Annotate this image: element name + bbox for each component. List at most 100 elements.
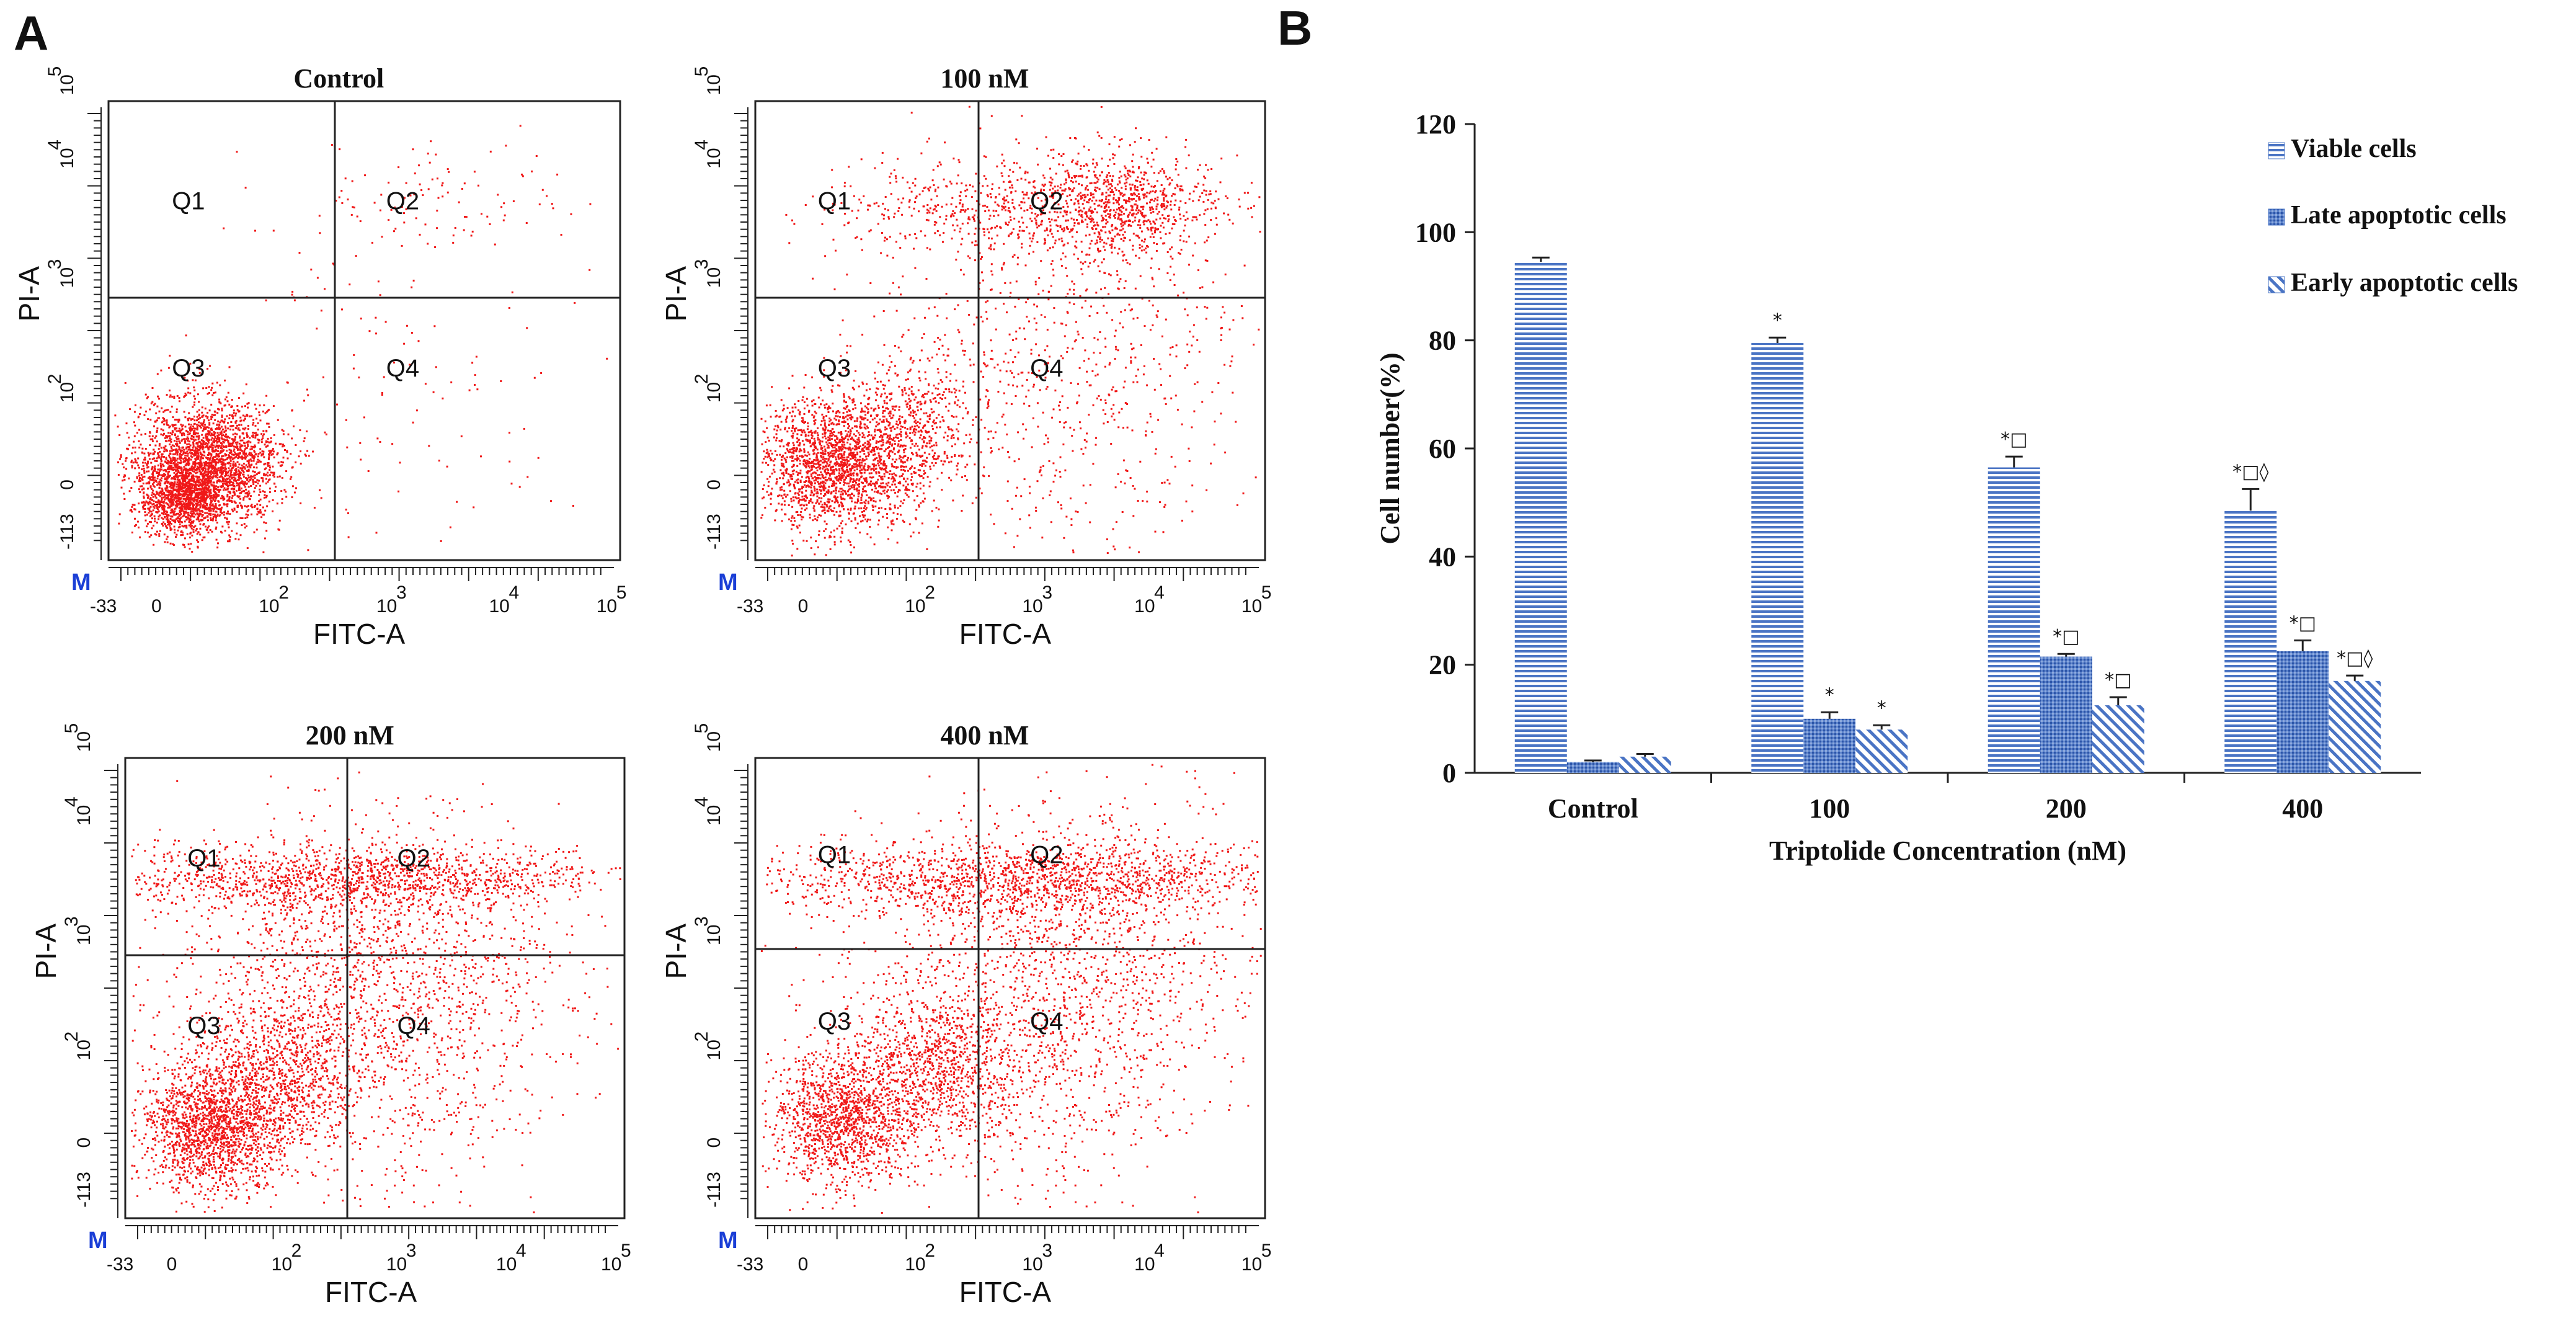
x-tick-exponent: 5 — [1261, 1241, 1272, 1261]
x-tick-exponent: 3 — [1042, 582, 1052, 603]
x-category-label: Control — [1548, 793, 1638, 824]
x-category-label: 400 — [2282, 793, 2323, 824]
bar-late-apoptotic-cells — [2040, 657, 2092, 773]
y-tick-text: 10 — [704, 731, 724, 752]
bar-late-apoptotic-cells — [2276, 651, 2329, 773]
bar-viable-cells — [1751, 343, 1803, 773]
quadrant-q3-label: Q3 — [172, 355, 205, 382]
y-tick-label: 0 — [1442, 758, 1456, 788]
legend-swatch — [2268, 277, 2285, 293]
y-tick-label: 0 — [704, 1138, 724, 1148]
marker-m-label: M — [718, 1228, 738, 1254]
x-tick-exponent: 2 — [925, 582, 935, 603]
y-tick-exponent: 5 — [691, 66, 712, 77]
y-tick-text: 10 — [704, 805, 724, 826]
y-axis-label: PI-A — [30, 924, 62, 979]
legend-swatch — [2268, 209, 2285, 225]
y-tick-label: 60 — [1429, 434, 1456, 464]
bar-late-apoptotic-cells — [1567, 762, 1619, 773]
x-tick-label: 10 — [1241, 596, 1262, 617]
y-tick-text: 10 — [57, 267, 78, 288]
y-tick-label: -113 — [704, 1172, 724, 1208]
x-tick-label: 10 — [376, 596, 397, 617]
y-tick-text: -113 — [74, 1172, 94, 1208]
significance-marker: *□◊ — [2337, 648, 2373, 669]
y-tick-label: 104 — [61, 796, 94, 826]
quadrant-q3-label: Q3 — [818, 1008, 851, 1035]
quadrant-q1-label: Q1 — [187, 845, 220, 872]
x-tick-exponent: 4 — [509, 582, 520, 603]
y-tick-label: -113 — [57, 514, 78, 550]
y-tick-label: -113 — [74, 1172, 94, 1208]
y-tick-exponent: 4 — [691, 140, 712, 150]
y-tick-text: 10 — [704, 267, 724, 288]
y-tick-text: 0 — [74, 1138, 94, 1148]
y-tick-text: 10 — [74, 925, 94, 945]
y-tick-text: 10 — [704, 1040, 724, 1060]
x-axis-label: FITC-A — [959, 618, 1052, 650]
y-tick-exponent: 4 — [691, 796, 712, 807]
bar-viable-cells — [2224, 510, 2276, 773]
quadrant-q2-label: Q2 — [1030, 841, 1063, 868]
y-tick-exponent: 5 — [691, 723, 712, 734]
x-tick-label: 10 — [496, 1254, 517, 1275]
y-tick-label: 105 — [691, 66, 724, 96]
y-tick-label: 102 — [45, 374, 78, 403]
significance-marker: *□ — [2001, 429, 2027, 450]
significance-marker: * — [1773, 310, 1782, 331]
bar-early-apoptotic-cells — [1619, 757, 1671, 773]
x-tick-label: -33 — [90, 596, 117, 617]
x-tick-label: 10 — [489, 596, 510, 617]
y-tick-exponent: 3 — [691, 916, 712, 927]
y-tick-exponent: 2 — [61, 1032, 82, 1042]
quadrant-q3-label: Q3 — [187, 1012, 220, 1040]
y-tick-exponent: 2 — [45, 374, 65, 385]
flow-plot-title: 200 nM — [306, 720, 394, 751]
y-tick-exponent: 3 — [61, 916, 82, 927]
x-tick-exponent: 4 — [1154, 582, 1165, 603]
y-tick-text: -113 — [704, 1172, 724, 1208]
y-tick-exponent: 2 — [691, 1032, 712, 1042]
y-tick-label: 0 — [704, 479, 724, 490]
y-axis-label-group: Cell number(%) — [1375, 352, 1405, 544]
x-tick-label: 10 — [259, 596, 279, 617]
y-tick-text: 10 — [704, 74, 724, 95]
bar-early-apoptotic-cells — [2092, 705, 2144, 773]
x-tick-label: 10 — [386, 1254, 407, 1275]
significance-marker: * — [1877, 697, 1886, 719]
x-tick-label: 10 — [1241, 1254, 1262, 1275]
y-tick-text: 10 — [57, 148, 78, 168]
quadrant-q1-label: Q1 — [818, 841, 851, 868]
y-tick-label: 105 — [691, 723, 724, 752]
y-tick-label: 80 — [1429, 326, 1456, 356]
x-tick-label: 10 — [597, 596, 617, 617]
y-axis-label-group: PI-A — [30, 924, 62, 979]
x-axis-label: Triptolide Concentration (nM) — [1769, 836, 2126, 866]
significance-marker: * — [1825, 684, 1834, 706]
y-axis-label: PI-A — [660, 924, 692, 979]
x-tick-exponent: 5 — [1261, 582, 1272, 603]
marker-m-label: M — [718, 569, 738, 595]
legend-item-label: Early apoptotic cells — [2291, 269, 2518, 297]
y-axis-label: PI-A — [13, 266, 45, 322]
y-tick-label: 0 — [57, 479, 78, 490]
bar-viable-cells — [1988, 468, 2040, 773]
quadrant-q3-label: Q3 — [818, 355, 851, 382]
scatter-dots — [131, 772, 621, 1213]
y-tick-label: 104 — [691, 796, 724, 826]
y-tick-text: 10 — [74, 731, 94, 752]
quadrant-q2-label: Q2 — [386, 187, 419, 215]
x-tick-exponent: 4 — [516, 1241, 526, 1261]
y-tick-exponent: 2 — [691, 374, 712, 385]
x-tick-exponent: 3 — [1042, 1241, 1052, 1261]
quadrant-q2-label: Q2 — [397, 845, 430, 872]
quadrant-q4-label: Q4 — [1030, 355, 1063, 382]
quadrant-q1-label: Q1 — [818, 187, 851, 215]
y-tick-label: 20 — [1429, 650, 1456, 680]
quadrant-q4-label: Q4 — [1030, 1008, 1063, 1035]
